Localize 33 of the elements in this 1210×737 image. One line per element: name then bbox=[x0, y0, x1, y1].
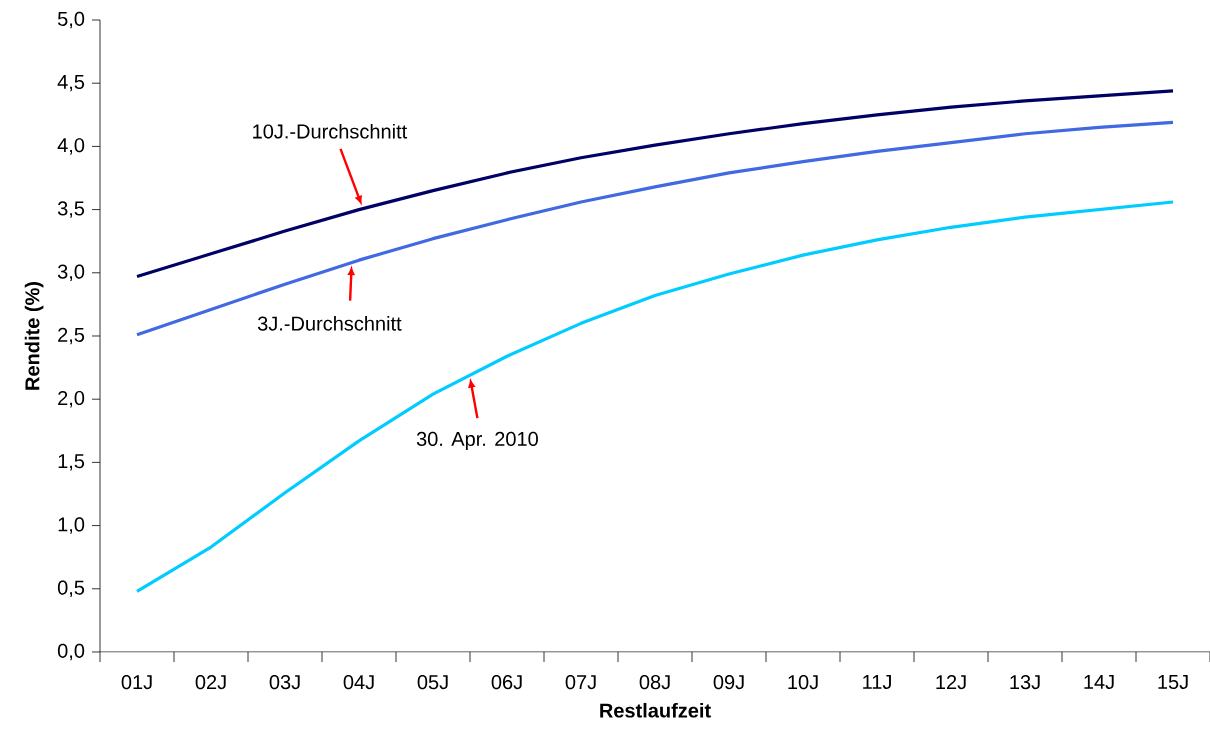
x-tick-label: 07J bbox=[565, 675, 596, 690]
y-tick-label: 2,0 bbox=[58, 390, 85, 408]
x-tick-label: 09J bbox=[713, 675, 744, 690]
y-tick-label: 4,5 bbox=[57, 75, 85, 92]
text: 10J.-Durchschnitt bbox=[253, 123, 408, 139]
series-label: 3J.-Durchschnitt bbox=[257, 316, 402, 331]
y-tick-label: 5,0 bbox=[57, 11, 85, 29]
y-tick-label: 1,5 bbox=[58, 454, 85, 471]
x-tick-label: 03J bbox=[269, 675, 300, 690]
x-tick-label: 15J bbox=[1158, 675, 1188, 689]
y-tick-label: 4,0 bbox=[57, 138, 85, 155]
x-tick-label: 14J bbox=[1084, 675, 1114, 689]
x-tick-label: 01J bbox=[121, 675, 152, 690]
y-tick-label: 3,5 bbox=[57, 201, 85, 218]
y-tick-label: 3,0 bbox=[57, 264, 85, 282]
x-tick-label: 02J bbox=[195, 675, 226, 690]
x-tick-label: 12J bbox=[936, 675, 966, 690]
y-tick-label: 1,0 bbox=[58, 517, 85, 534]
x-tick-label: 04J bbox=[343, 675, 374, 690]
y-tick-label: 0,5 bbox=[57, 580, 85, 598]
x-tick-label: 06J bbox=[491, 675, 522, 690]
x-tick-label: 10J bbox=[788, 675, 818, 690]
x-tick-label: 11J bbox=[863, 675, 891, 689]
line-series bbox=[135, 120, 1175, 337]
x-tick-label: 13J bbox=[1010, 675, 1040, 690]
y-tick-label: 0,0 bbox=[57, 643, 85, 661]
x-axis-title: Restlaufzeit bbox=[600, 702, 711, 718]
x-tick-label: 05J bbox=[417, 675, 448, 690]
x-tick-label: 08J bbox=[639, 675, 670, 690]
y-tick-label: 2,5 bbox=[58, 327, 85, 345]
line-series bbox=[135, 89, 1175, 279]
y-axis-title: Rendite (%) bbox=[24, 281, 44, 390]
series-label: 30. Apr. 2010 bbox=[416, 431, 538, 450]
